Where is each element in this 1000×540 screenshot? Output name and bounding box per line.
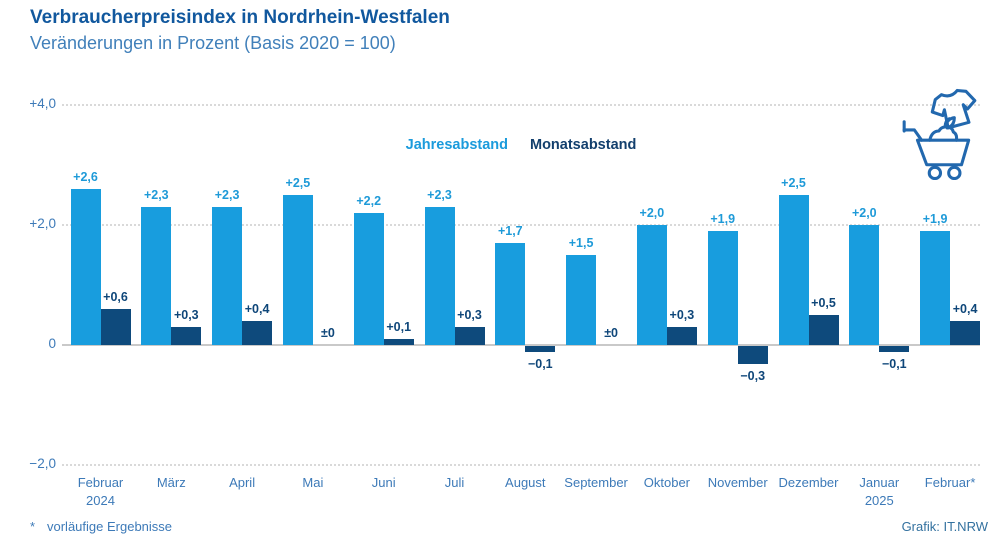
y-axis-tick-label: −2,0 [29, 456, 56, 471]
bar-value-label: +0,3 [173, 308, 199, 322]
bar-value-label: +0,1 [386, 320, 412, 334]
bar-value-label: ±0 [604, 326, 618, 340]
bar-value-label: +2,0 [639, 206, 665, 220]
bar-value-label: +2,3 [214, 188, 240, 202]
bar-value-label: +2,6 [73, 170, 98, 184]
bar-monatsabstand [525, 346, 556, 352]
footnote-text: vorläufige Ergebnisse [47, 519, 173, 534]
bar-jahresabstand [212, 207, 243, 345]
x-axis-label: Juli [444, 475, 465, 490]
bar-monatsabstand [808, 315, 839, 345]
x-axis-label: Oktober [643, 475, 691, 490]
chart-legend: Jahresabstand Monatsabstand [62, 137, 980, 153]
x-axis-label: Mai [302, 475, 324, 490]
bar-jahresabstand [707, 231, 738, 345]
bar-jahresabstand [778, 195, 809, 345]
gridline [62, 344, 980, 346]
bar-value-label: +1,9 [710, 212, 736, 226]
y-axis-tick-label: +4,0 [29, 96, 56, 111]
x-axis-label: Dezember [778, 475, 839, 490]
legend-item-jahresabstand: Jahresabstand [405, 137, 508, 153]
bar-value-label: −0,1 [881, 357, 907, 371]
bar-value-label: −0,3 [740, 369, 766, 383]
bar-jahresabstand [282, 195, 313, 345]
clothing-and-shopping-cart-icon [897, 84, 983, 181]
bar-value-label: ±0 [320, 326, 335, 340]
bar-monatsabstand [737, 346, 768, 364]
bar-value-label: −0,1 [527, 357, 553, 371]
bar-value-label: +0,3 [669, 308, 695, 322]
legend-item-monatsabstand: Monatsabstand [530, 137, 637, 153]
bar-value-label: +0,4 [952, 302, 978, 316]
bar-value-label: +0,4 [244, 302, 270, 316]
gridline [62, 104, 980, 106]
bar-monatsabstand [171, 327, 202, 345]
x-axis-label: Januar 2025 [859, 475, 900, 508]
bar-monatsabstand [879, 346, 910, 352]
bar-monatsabstand [383, 339, 414, 345]
gridline [62, 464, 980, 466]
bar-value-label: +0,6 [103, 290, 128, 304]
footnote-marker: * [30, 519, 36, 534]
footnote: * vorläufige Ergebnisse [30, 519, 172, 534]
bar-value-label: +2,3 [143, 188, 169, 202]
bar-jahresabstand [636, 225, 667, 345]
bar-value-label: +0,3 [457, 308, 482, 322]
x-axis-label: April [229, 475, 256, 490]
bar-monatsabstand [666, 327, 697, 345]
bar-value-label: +2,5 [781, 176, 806, 190]
bar-monatsabstand [242, 321, 273, 345]
y-axis-tick-label: 0 [48, 336, 56, 351]
shopping-cart-icon [902, 116, 971, 181]
x-axis-label: März [156, 475, 186, 490]
bar-value-label: +2,5 [285, 176, 311, 190]
x-axis-label: September [564, 475, 628, 490]
bar-value-label: +0,5 [811, 296, 836, 310]
bar-jahresabstand [424, 207, 455, 345]
y-axis-tick-label: +2,0 [29, 216, 56, 231]
bar-jahresabstand [353, 213, 384, 345]
x-axis-label: Februar* [924, 475, 976, 490]
page-subtitle: Veränderungen in Prozent (Basis 2020 = 1… [30, 33, 396, 53]
bar-value-label: +2,3 [427, 188, 452, 202]
gridline [62, 224, 980, 226]
bar-jahresabstand [849, 225, 880, 345]
tshirt-icon [930, 88, 977, 130]
bar-monatsabstand [454, 327, 485, 345]
bar-value-label: +1,5 [568, 236, 594, 250]
bar-jahresabstand [141, 207, 172, 345]
bar-value-label: +2,0 [851, 206, 877, 220]
x-axis-label: Juni [371, 475, 396, 490]
bar-value-label: +1,7 [497, 224, 523, 238]
bar-jahresabstand [920, 231, 951, 345]
x-axis-label: August [505, 475, 546, 490]
bar-jahresabstand [495, 243, 526, 345]
x-axis-label: Februar 2024 [77, 475, 124, 508]
page-title: Verbraucherpreisindex in Nordrhein-Westf… [30, 7, 450, 28]
bar-monatsabstand [950, 321, 981, 345]
bar-value-label: +2,2 [356, 194, 382, 208]
x-axis-label: November [707, 475, 768, 490]
bar-jahresabstand [566, 255, 597, 345]
bar-monatsabstand [100, 309, 131, 345]
bar-jahresabstand [70, 189, 101, 345]
bar-value-label: +1,9 [922, 212, 948, 226]
credit-label: Grafik: IT.NRW [901, 519, 988, 534]
